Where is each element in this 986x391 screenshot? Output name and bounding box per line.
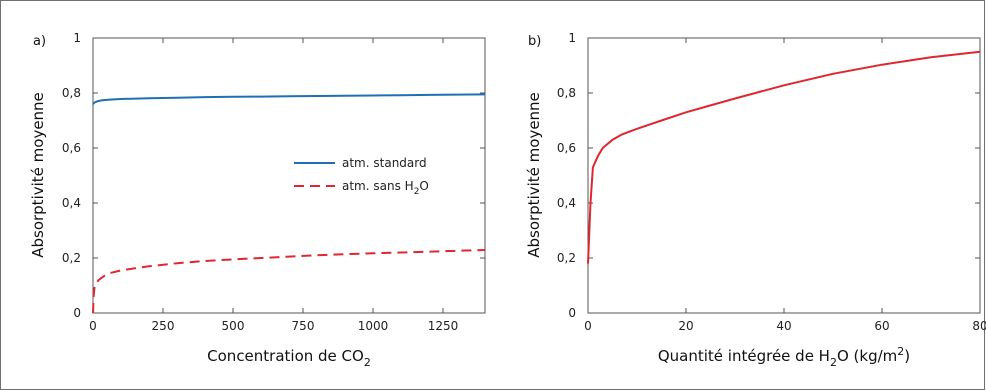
panel-b-xlabel-sub: 2 [830,356,837,369]
legend-label-atm-standard: atm. standard [342,156,427,170]
legend-label-atm-sans-h2o-sub: 2 [414,187,420,197]
panel-0-ytick-label: 0,6 [62,141,81,155]
panel-1-ytick-label: 0,6 [557,141,576,155]
panel-b-xlabel-sup: 2 [897,345,904,358]
panel-b-xlabel: Quantité intégrée de H2O (kg/m2) [658,345,910,369]
panel-0-xtick-label: 1250 [428,319,459,333]
panel-a-xlabel-main: Concentration de CO [207,347,364,365]
panel-0-series-line-1 [92,249,486,314]
legend-label-atm-sans-h2o: atm. sans H2O [342,179,429,197]
panel-1-xtick-label: 40 [776,319,791,333]
panel-a: a) 0 250 500 750 1000 1250 0 0,2 0,4 0,6 0,8 1 Abso… [29,31,486,369]
panel-0-ytick-label: 0,8 [62,86,81,100]
panel-0-xtick-label: 250 [152,319,175,333]
panel-b-label: b) [528,34,541,49]
panel-0-xtick-label: 1000 [358,319,389,333]
panel-b-ylabel: Absorptivité moyenne [525,92,543,258]
panel-1-xtick-label: 80 [972,319,986,333]
panel-0-ytick-label: 0 [73,306,81,320]
panel-0-xtick-label: 0 [89,319,97,333]
panel-a-xlabel: Concentration de CO2 [207,347,371,369]
panel-b-plot-frame [587,37,981,314]
panel-a-ticks: 0 250 500 750 1000 1250 0 0,2 0,4 0,6 0,8 1 [62,31,485,333]
panel-a-legend: atm. standard atm. sans H2O [294,156,429,197]
panel-b: b) 0 20 40 60 80 0 0,2 0,4 0,6 0,8 1 Absorptivité … [525,31,986,369]
panel-b-xlabel-main: Quantité intégrée de H [658,347,830,365]
panel-b-xlabel-tail: ) [904,347,910,365]
panel-b-series [587,50,981,264]
legend-label-atm-sans-h2o-main: atm. sans H [342,179,414,193]
panel-1-ytick-label: 0,8 [557,86,576,100]
panel-1-xtick-label: 20 [678,319,693,333]
panel-a-series [92,93,486,314]
panel-1-ytick-label: 1 [568,31,576,45]
panel-a-label: a) [33,34,46,49]
panel-a-plot-frame [92,37,486,314]
panel-b-xlabel-mid: O (kg/m [837,347,897,365]
panel-1-series-line-0 [587,50,981,264]
panel-a-ylabel: Absorptivité moyenne [29,92,47,258]
panel-1-xtick-label: 60 [874,319,889,333]
panel-1-ytick-label: 0,2 [557,251,576,265]
panel-0-xtick-label: 750 [292,319,315,333]
panel-0-ytick-label: 0,2 [62,251,81,265]
panel-1-ytick-label: 0 [568,306,576,320]
panel-0-xtick-label: 500 [222,319,245,333]
panel-a-xlabel-sub: 2 [364,356,371,369]
legend-label-atm-sans-h2o-tail: O [419,179,428,193]
panel-0-ytick-label: 1 [73,31,81,45]
panel-1-ytick-label: 0,4 [557,196,576,210]
panel-0-series-line-0 [92,93,486,105]
panel-1-xtick-label: 0 [584,319,592,333]
panel-b-ticks: 0 20 40 60 80 0 0,2 0,4 0,6 0,8 1 [557,31,986,333]
panel-0-ytick-label: 0,4 [62,196,81,210]
